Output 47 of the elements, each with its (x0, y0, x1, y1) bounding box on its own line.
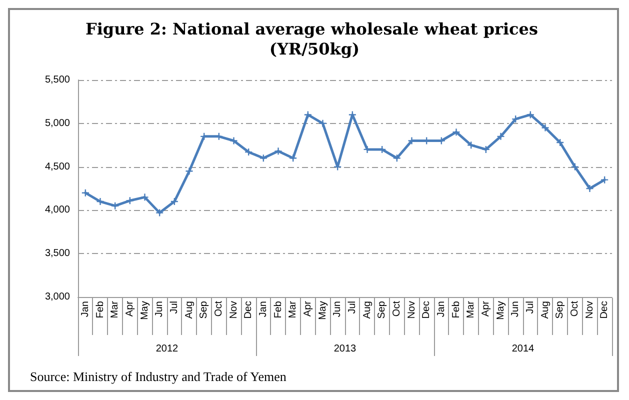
x-tick-label: Dec (599, 301, 610, 319)
y-tick-label: 3,500 (44, 248, 70, 260)
chart-title: Figure 2: National average wholesale wheat prices (YR/50kg) (85, 20, 544, 58)
x-tick-label: Jun (154, 301, 166, 318)
y-tick-label: 3,000 (44, 292, 70, 302)
x-tick-label: Oct (213, 300, 224, 317)
x-tick-label: May (495, 301, 506, 320)
x-tick-label: Jun (510, 301, 522, 318)
x-tick-label: Feb (272, 300, 284, 318)
x-tick-label: Feb (94, 300, 106, 318)
x-tick-label: Jan (436, 301, 447, 318)
x-tick-label: Sep (198, 300, 210, 319)
x-tick-label: Nov (584, 301, 596, 319)
y-tick-label: 5,000 (44, 118, 70, 129)
x-tick-label: Dec (421, 301, 432, 319)
x-tick-label: Aug (362, 301, 373, 319)
x-tick-label: Nov (406, 301, 418, 319)
x-tick-label: Sep (376, 300, 388, 319)
text: 2013 (334, 344, 357, 354)
source-note: Source: Ministry of Industry and Trade of Yemen (30, 369, 287, 384)
x-tick-label: Aug (540, 301, 551, 319)
x-tick-label: Aug (184, 301, 195, 319)
x-tick-label: Mar (466, 300, 477, 318)
x-tick-label: Apr (302, 300, 314, 317)
x-tick-label: May (317, 301, 328, 320)
x-tick-label: May (139, 301, 150, 320)
x-tick-label: Jan (258, 301, 269, 318)
text: 2014 (512, 344, 535, 354)
x-tick-label: Nov (228, 301, 240, 319)
x-tick-label: Mar (110, 300, 121, 318)
y-tick-label: 4,500 (44, 161, 70, 172)
x-tick-label: Jan (80, 301, 91, 318)
x-tick-label: Jul (524, 301, 536, 314)
x-tick-label: Oct (391, 300, 402, 317)
x-tick-label: Jun (332, 301, 344, 318)
x-tick-label: Feb (450, 300, 462, 318)
x-tick-label: Dec (243, 301, 254, 319)
x-tick-label: Oct (569, 300, 580, 317)
x-tick-label: Apr (480, 300, 492, 317)
y-tick-label: 5,500 (44, 74, 70, 86)
x-tick-label: Apr (124, 300, 136, 317)
x-tick-label: Mar (288, 300, 299, 318)
y-tick-label: 4,000 (44, 204, 70, 216)
x-tick-label: Jul (346, 301, 358, 314)
text: 2012 (156, 344, 179, 354)
x-tick-label: Jul (168, 301, 180, 314)
x-tick-label: Sep (554, 300, 566, 319)
